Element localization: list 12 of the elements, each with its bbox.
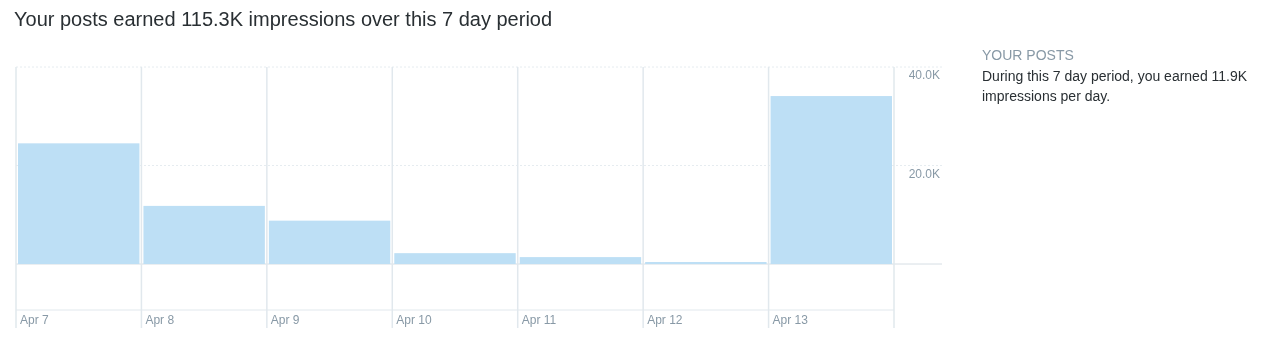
y-tick-label: 20.0K xyxy=(908,166,940,181)
x-tick-label: Apr 7 xyxy=(20,313,50,327)
chart-title: Your posts earned 115.3K impressions over this 7 day period xyxy=(14,8,554,31)
x-tick-label: Apr 9 xyxy=(270,313,300,327)
x-tick-label: Apr 10 xyxy=(396,313,432,327)
y-tick-label: 40.0K xyxy=(908,68,940,82)
text: During this 7 day period, you earned 11.9K impressions per day. xyxy=(982,67,1249,106)
x-tick-label: Apr 13 xyxy=(772,313,809,327)
x-tick-label: Apr 8 xyxy=(145,313,175,327)
text: YOUR POSTS xyxy=(982,47,1075,63)
x-tick-label: Apr 12 xyxy=(647,313,683,327)
x-tick-label: Apr 11 xyxy=(521,313,557,327)
